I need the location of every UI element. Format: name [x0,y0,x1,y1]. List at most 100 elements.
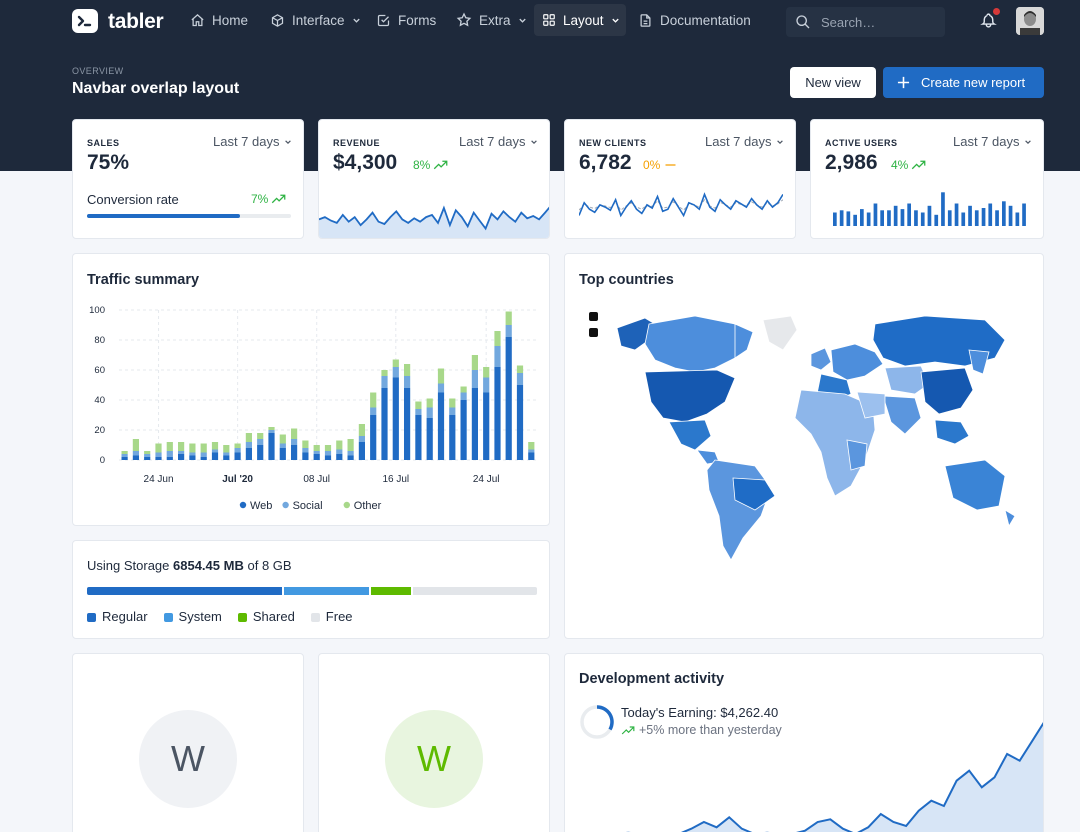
traffic-bar-social [460,392,467,400]
y-tick-label: 0 [100,455,105,466]
traffic-bar-social [505,325,512,337]
y-tick-label: 20 [94,425,105,436]
brand-name[interactable]: tabler [108,10,164,33]
traffic-bar-other [381,370,388,376]
active-users-bar [846,211,851,226]
traffic-bar-web [324,455,332,460]
trend-value: 7% [251,192,269,206]
trend-value: 4% [891,158,909,172]
storage-legend-item: Free [310,609,353,624]
traffic-bar-web [132,455,139,460]
legend-label: System [178,609,222,624]
active-users-bar [968,205,972,226]
traffic-bar-web [144,457,151,460]
active-users-bar [981,208,986,226]
traffic-bar-other [471,355,478,370]
new-view-button[interactable]: New view [790,67,876,98]
traffic-bar-web [313,454,320,460]
traffic-bar-web [257,445,264,460]
file-text-icon [640,13,651,27]
conversion-progress-track [87,214,291,218]
storage-of: of [247,558,259,573]
traffic-bar-other [211,442,219,450]
traffic-bar-other [392,359,399,367]
traffic-bar-other [415,401,422,409]
sales-period-dropdown[interactable]: Last 7 days [213,134,292,149]
period-label: Last 7 days [953,134,1020,149]
traffic-bar-other [291,428,298,439]
traffic-bar-other [370,392,377,408]
nav-item-extra[interactable]: Extra [448,4,535,36]
traffic-bar-other [121,451,128,454]
traffic-bar-social [426,407,433,418]
search-input[interactable]: Search… [786,7,945,37]
notification-badge [993,8,1000,15]
nav-item-forms[interactable]: Forms [368,4,444,36]
earning-value: $4,262.40 [720,705,779,720]
bell-icon[interactable] [980,11,997,30]
active-users-period-dropdown[interactable]: Last 7 days [953,134,1032,149]
active-users-bar [988,203,993,226]
nav-item-home[interactable]: Home [182,4,256,36]
active-users-bar [853,214,857,226]
revenue-value: $4,300 [333,151,398,174]
x-tick-label: 24 Jul [473,474,500,485]
x-tick-label: Jul '20 [222,474,253,485]
nav-item-interface[interactable]: Interface [262,4,369,36]
tabler-logo-icon[interactable] [72,9,98,33]
earning-trend-text: +5% more than yesterday [639,723,782,737]
traffic-bar-social [347,451,354,456]
sales-trend: 7% [251,192,286,206]
traffic-bar-social [166,451,173,457]
legend-label: Other [354,500,382,512]
active-users-bar [920,212,925,226]
traffic-bar-web [494,367,501,460]
active-users-bar [947,210,952,226]
development-activity-chart [625,721,1043,832]
y-tick-label: 100 [89,305,105,316]
active-users-bar [927,205,932,226]
traffic-bar-web [189,455,196,460]
nav-item-label: Interface [292,12,345,28]
chevron-down-icon [518,18,526,23]
traffic-bar-other [132,439,139,451]
traffic-bar-web [370,415,377,460]
traffic-bar-other [178,442,185,451]
nav-item-documentation[interactable]: Documentation [630,4,759,36]
traffic-bar-web [471,388,478,460]
traffic-bar-other [245,433,252,442]
active-users-card: ACTIVE USERS Last 7 days 2,986 4% [810,119,1044,239]
active-users-bar [839,210,844,226]
traffic-bar-other [189,443,196,453]
traffic-bar-other [494,331,501,346]
traffic-bar-other [324,445,332,451]
revenue-period-dropdown[interactable]: Last 7 days [459,134,538,149]
avatar-initial: W [417,738,451,779]
trending-up-icon [272,194,286,204]
cube-icon [271,13,284,27]
active-users-bar [900,209,905,226]
traffic-bar-web [415,415,422,460]
active-users-bar [914,210,918,226]
traffic-bar-social [516,373,524,385]
create-report-button[interactable]: Create new report [883,67,1044,98]
new-clients-period-dropdown[interactable]: Last 7 days [705,134,784,149]
trending-up-icon [621,725,635,734]
avatar-initial: W [171,738,205,779]
traffic-bar-web [155,457,162,460]
traffic-summary-title: Traffic summary [87,272,200,288]
traffic-bar-web [347,455,354,460]
world-map[interactable] [585,310,1025,560]
chevron-down-icon [776,139,783,144]
user-avatar[interactable] [1016,7,1044,35]
traffic-bar-social [200,452,207,457]
traffic-bar-web [392,377,399,460]
traffic-bar-social [132,451,139,456]
storage-legend-item: Shared [237,609,295,624]
traffic-bar-other [313,445,320,451]
traffic-chart: 0 20 40 60 80 100 24 Jun Jul '20 08 Jul 16 Jul 24 … [89,305,537,512]
nav-item-layout[interactable]: Layout [534,4,626,36]
active-users-bar [995,210,999,226]
zoom-out-button[interactable] [589,328,598,337]
zoom-in-button[interactable] [589,312,598,321]
